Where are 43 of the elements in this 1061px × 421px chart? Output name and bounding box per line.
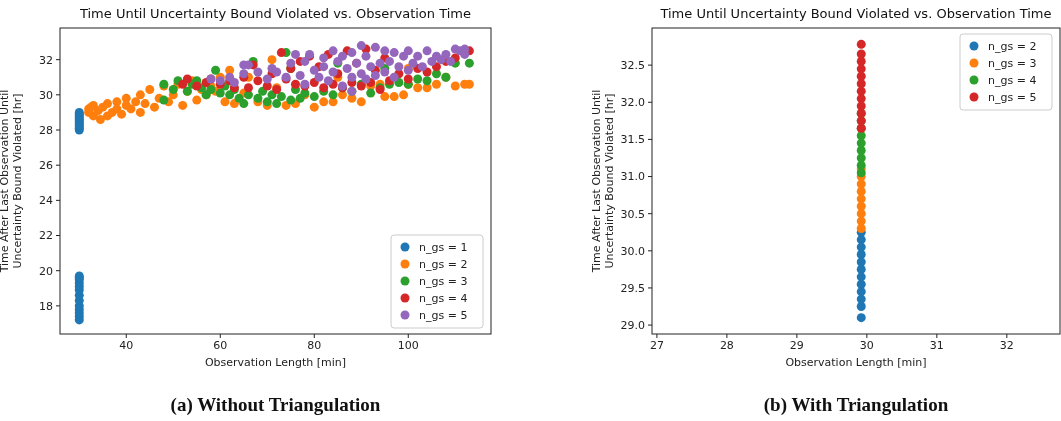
- x-tick-label: 31: [929, 339, 944, 352]
- x-tick-label: 32: [999, 339, 1014, 352]
- x-tick-label: 80: [307, 339, 322, 352]
- legend-label: n_gs = 2: [419, 257, 468, 271]
- y-tick-label: 29.0: [620, 318, 645, 332]
- y-tick-label: 32.0: [620, 96, 645, 110]
- y-tick-label: 24: [39, 194, 53, 208]
- x-tick-label: 60: [213, 339, 228, 352]
- x-tick-label: 29: [789, 339, 804, 352]
- legend-label: n_gs = 5: [419, 308, 468, 322]
- legend-label: n_gs = 4: [419, 291, 468, 305]
- y-tick-label: 30: [39, 88, 53, 102]
- x-axis-title: Observation Length [min]: [204, 356, 347, 369]
- y-tick-label: 28: [39, 123, 53, 137]
- legend-label: n_gs = 1: [419, 240, 468, 254]
- y-tick-label: 32.5: [620, 58, 645, 72]
- y-tick-label: 31.0: [620, 170, 645, 184]
- y-tick-label: 30.5: [620, 207, 645, 221]
- x-axis-title: Observation Length [min]: [785, 356, 927, 369]
- y-tick-label: 18: [39, 299, 53, 313]
- x-tick-label: 40: [119, 339, 134, 352]
- y-axis-title: Time After Last Observation Until Uncertainty Bound Violated [hr]: [0, 89, 24, 274]
- x-tick-label: 28: [719, 339, 734, 352]
- legend-label: n_gs = 3: [988, 56, 1037, 70]
- legend-label: n_gs = 2: [988, 39, 1037, 53]
- y-axis-title: Time After Last Observation Until Uncertainty Bound Violated [hr]: [589, 89, 616, 274]
- legend-label: n_gs = 5: [988, 90, 1037, 104]
- chart-title: Time Until Uncertainty Bound Violated vs. Observation Time: [78, 6, 472, 21]
- y-tick-label: 20: [39, 264, 53, 278]
- text: (a) Without Triangulation: [170, 394, 381, 416]
- x-tick-label: 27: [649, 339, 664, 352]
- y-tick-label: 30.0: [620, 244, 645, 258]
- x-tick-label: 100: [397, 339, 419, 352]
- y-tick-label: 26: [39, 159, 53, 173]
- x-tick-label: 30: [859, 339, 874, 352]
- y-tick-label: 29.5: [620, 281, 645, 295]
- chart-title: Time Until Uncertainty Bound Violated vs. Observation Time: [659, 6, 1052, 21]
- y-tick-label: 22: [39, 229, 53, 243]
- y-tick-label: 32: [39, 53, 53, 67]
- legend-label: n_gs = 3: [419, 274, 468, 288]
- text: (b) With Triangulation: [763, 394, 949, 416]
- legend-label: n_gs = 4: [988, 73, 1037, 87]
- y-tick-label: 31.5: [620, 133, 645, 147]
